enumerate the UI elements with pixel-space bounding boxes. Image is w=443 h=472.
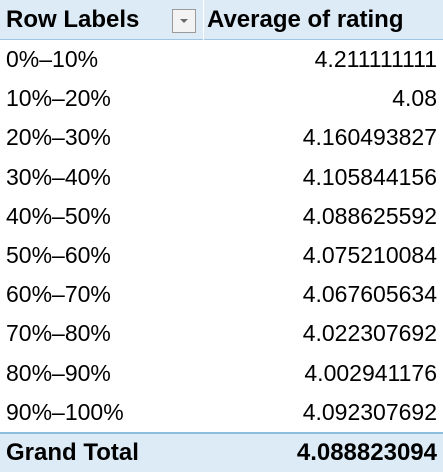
- dropdown-arrow-icon: [180, 19, 188, 23]
- table-row[interactable]: 10%–20% 4.08: [0, 79, 443, 119]
- average-rating-cell[interactable]: 4.105844156: [302, 163, 437, 190]
- table-row[interactable]: 0%–10% 4.211111111: [0, 40, 443, 80]
- average-rating-cell[interactable]: 4.002941176: [304, 359, 437, 386]
- table-row[interactable]: 90%–100% 4.092307692: [0, 392, 443, 432]
- row-label-cell[interactable]: 0%–10%: [6, 46, 99, 73]
- average-rating-cell[interactable]: 4.160493827: [302, 124, 437, 151]
- row-label-cell[interactable]: 20%–30%: [6, 124, 111, 151]
- table-row[interactable]: 30%–40% 4.105844156: [0, 157, 443, 197]
- row-label-cell[interactable]: 60%–70%: [6, 281, 111, 308]
- header-divider: [203, 0, 204, 40]
- row-labels-filter-button[interactable]: [172, 9, 196, 33]
- average-rating-cell[interactable]: 4.211111111: [314, 46, 437, 73]
- grand-total-row[interactable]: Grand Total 4.088823094: [0, 432, 443, 472]
- value-column-header[interactable]: Average of rating: [207, 5, 404, 33]
- row-labels-header[interactable]: Row Labels: [6, 5, 140, 33]
- average-rating-cell[interactable]: 4.075210084: [302, 242, 437, 269]
- row-label-cell[interactable]: 90%–100%: [6, 398, 124, 425]
- row-label-cell[interactable]: 40%–50%: [6, 202, 111, 229]
- table-row[interactable]: 80%–90% 4.002941176: [0, 353, 443, 393]
- grand-total-value[interactable]: 4.088823094: [296, 439, 437, 466]
- table-row[interactable]: 70%–80% 4.022307692: [0, 314, 443, 354]
- table-row[interactable]: 60%–70% 4.067605634: [0, 275, 443, 315]
- row-label-cell[interactable]: 80%–90%: [6, 359, 111, 386]
- row-label-cell[interactable]: 30%–40%: [6, 163, 111, 190]
- row-label-cell[interactable]: 70%–80%: [6, 320, 111, 347]
- row-label-cell[interactable]: 50%–60%: [6, 242, 111, 269]
- average-rating-cell[interactable]: 4.067605634: [302, 281, 437, 308]
- pivot-header-row: Row Labels Average of rating: [0, 0, 443, 40]
- average-rating-cell[interactable]: 4.088625592: [302, 202, 437, 229]
- table-row[interactable]: 50%–60% 4.075210084: [0, 236, 443, 276]
- average-rating-cell[interactable]: 4.092307692: [302, 398, 437, 425]
- row-label-cell[interactable]: 10%–20%: [6, 85, 111, 112]
- average-rating-cell[interactable]: 4.08: [392, 85, 437, 112]
- average-rating-cell[interactable]: 4.022307692: [302, 320, 437, 347]
- table-row[interactable]: 40%–50% 4.088625592: [0, 196, 443, 236]
- grand-total-label[interactable]: Grand Total: [6, 439, 139, 466]
- table-row[interactable]: 20%–30% 4.160493827: [0, 118, 443, 158]
